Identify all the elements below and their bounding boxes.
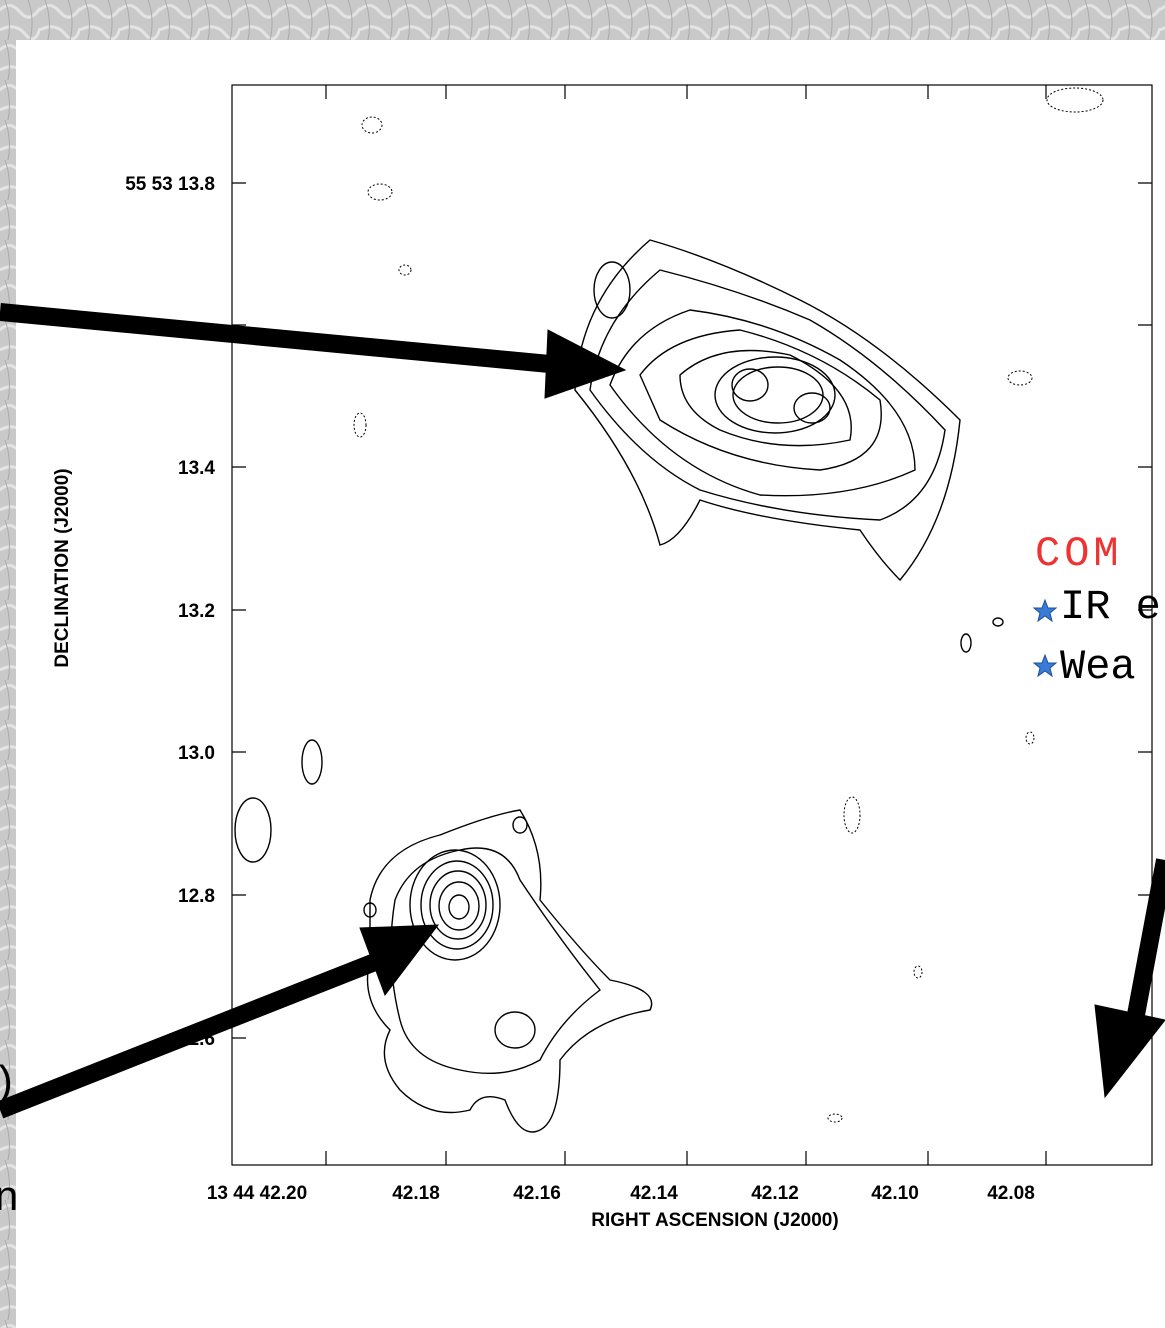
x-tick-label: 42.16 xyxy=(513,1183,561,1204)
x-tick-label: 42.18 xyxy=(392,1183,440,1204)
slide-fragment: ) xyxy=(0,1060,17,1108)
x-tick-label: 42.12 xyxy=(751,1183,799,1204)
y-tick-label: 55 53 13.8 xyxy=(125,174,215,195)
slide-heading: COM xyxy=(1035,530,1123,578)
y-tick-label: 13.4 xyxy=(178,458,215,479)
slide-fragment: n xyxy=(0,1175,19,1223)
x-tick-label: 42.14 xyxy=(630,1183,678,1204)
y-axis-label: DECLINATION (J2000) xyxy=(52,468,73,667)
x-tick-label: 13 44 42.20 xyxy=(207,1183,307,1204)
slide-bullet: IR e xyxy=(1060,583,1161,631)
slide-bullet: Wea xyxy=(1060,643,1136,691)
plot-panel xyxy=(16,40,1165,1328)
y-tick-label: 13.2 xyxy=(178,601,215,622)
y-tick-label: 12.8 xyxy=(178,886,215,907)
x-axis-label: RIGHT ASCENSION (J2000) xyxy=(591,1210,838,1231)
x-tick-label: 42.08 xyxy=(987,1183,1035,1204)
y-tick-label: 13.0 xyxy=(178,743,215,764)
slide: 55 53 13.8 13.4 13.2 13.0 12.8 12.6 13 4… xyxy=(0,0,1165,1328)
x-tick-label: 42.10 xyxy=(871,1183,919,1204)
